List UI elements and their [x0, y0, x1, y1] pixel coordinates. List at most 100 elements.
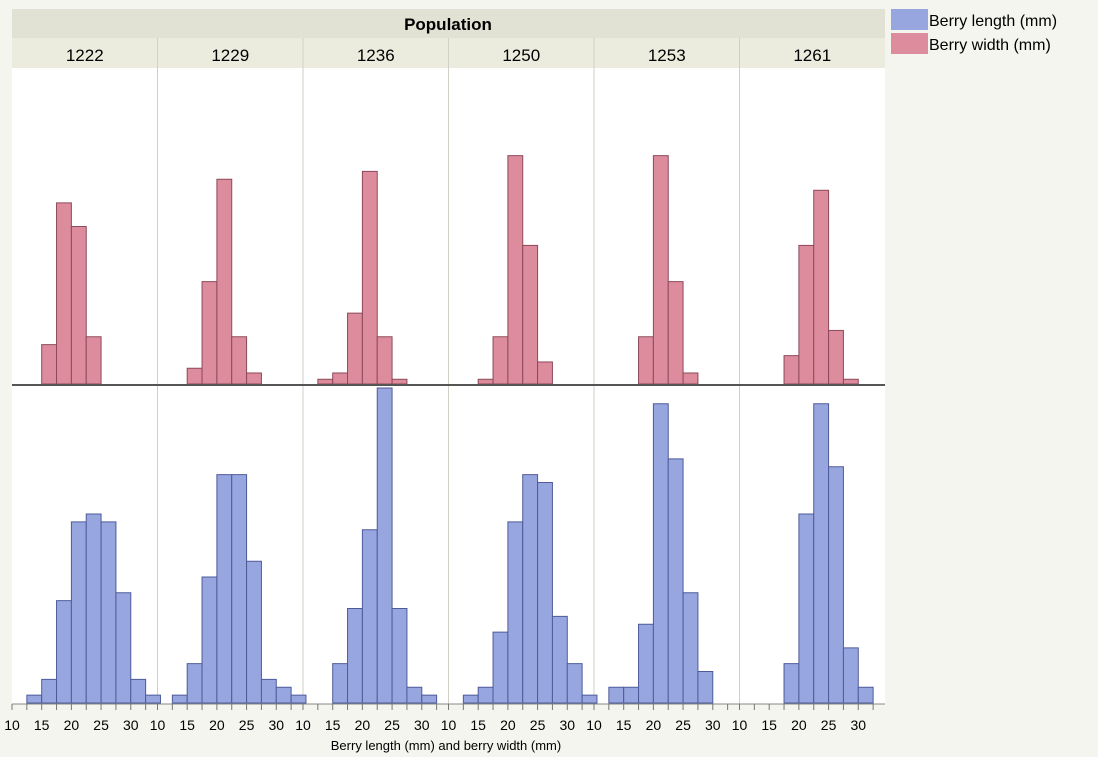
- bar-length-1236-bin-3: [361, 529, 378, 704]
- bar-width-1261-bin-5: [828, 329, 844, 385]
- x-tick-label: 10: [732, 717, 748, 733]
- legend: Berry length (mm) Berry width (mm): [891, 9, 1057, 54]
- panel-header-1250: 1250: [502, 46, 540, 65]
- bar-length-1261-bin-2: [783, 663, 800, 704]
- bar-width-1222-bin-2: [56, 202, 72, 385]
- bar-length-1250-bin-6: [551, 615, 568, 704]
- bar-length-1261-bin-6: [842, 647, 859, 704]
- bar-length-1250-bin-5: [537, 482, 553, 704]
- bar-length-1229-bin-1: [186, 663, 203, 704]
- x-tick-label: 25: [675, 717, 691, 733]
- bar-length-1250-bin-2: [492, 631, 509, 704]
- bar-length-1253-bin-1: [623, 686, 640, 704]
- bar-length-1253-bin-0: [608, 686, 625, 704]
- panel-header-1261: 1261: [793, 46, 831, 65]
- bar-length-1261-bin-5: [828, 466, 844, 704]
- bar-width-1250-bin-2: [492, 336, 509, 385]
- bar-length-1253-bin-2: [638, 623, 654, 704]
- bar-length-1253-bin-5: [682, 592, 699, 704]
- bar-length-1222-bin-6: [115, 592, 132, 704]
- x-tick-label: 20: [355, 717, 371, 733]
- bar-length-1250-bin-1: [477, 686, 494, 704]
- bar-width-1229-bin-3: [216, 178, 233, 385]
- bar-width-1229-bin-5: [246, 372, 262, 385]
- bar-width-1236-bin-3: [361, 170, 378, 385]
- bar-width-1236-bin-2: [347, 312, 363, 385]
- bar-length-1229-bin-0: [171, 694, 188, 704]
- x-tick-label: 15: [179, 717, 195, 733]
- bar-length-1250-bin-8: [581, 694, 598, 704]
- bar-width-1229-bin-4: [231, 336, 248, 385]
- legend-swatch-width: [891, 33, 928, 54]
- x-tick-label: 10: [586, 717, 602, 733]
- panel-header-1253: 1253: [648, 46, 686, 65]
- x-tick-label: 10: [150, 717, 166, 733]
- bar-length-1250-bin-3: [507, 521, 524, 704]
- x-tick-label: 20: [791, 717, 807, 733]
- population-header-band: [12, 9, 885, 38]
- x-tick-label: 25: [821, 717, 837, 733]
- bar-width-1236-bin-1: [332, 372, 349, 385]
- bar-width-1222-bin-1: [41, 344, 58, 385]
- bar-width-1261-bin-4: [813, 189, 830, 385]
- panel-dividers: [157, 38, 740, 704]
- x-tick-label: 25: [93, 717, 109, 733]
- bar-length-1236-bin-1: [332, 663, 349, 704]
- x-tick-label: 20: [500, 717, 516, 733]
- x-tick-label: 25: [384, 717, 400, 733]
- x-tick-label: 30: [705, 717, 721, 733]
- panel-header-1222: 1222: [66, 46, 104, 65]
- bar-length-1222-bin-2: [56, 600, 72, 704]
- x-tick-label: 15: [616, 717, 632, 733]
- panel-header-1236: 1236: [357, 46, 395, 65]
- bar-length-1229-bin-8: [290, 694, 307, 704]
- bar-width-1250-bin-3: [507, 155, 524, 385]
- bar-length-1236-bin-5: [391, 608, 408, 704]
- bar-width-1222-bin-3: [70, 226, 87, 385]
- bar-length-1261-bin-7: [857, 686, 874, 704]
- x-axis-label: Berry length (mm) and berry width (mm): [331, 738, 561, 753]
- x-tick-label: 30: [268, 717, 284, 733]
- bar-length-1229-bin-2: [201, 576, 218, 704]
- x-tick-label: 15: [470, 717, 486, 733]
- x-tick-label: 30: [123, 717, 139, 733]
- bar-length-1222-bin-0: [26, 694, 43, 704]
- x-tick-label: 10: [441, 717, 457, 733]
- histogram-bars: [26, 155, 874, 704]
- bar-length-1229-bin-6: [260, 678, 277, 704]
- bar-length-1250-bin-7: [566, 663, 583, 704]
- bar-length-1222-bin-1: [41, 678, 58, 704]
- bar-length-1250-bin-4: [522, 474, 539, 704]
- x-tick-label: 25: [530, 717, 546, 733]
- bar-length-1222-bin-5: [100, 521, 117, 704]
- bar-width-1261-bin-3: [798, 244, 815, 385]
- bar-width-1222-bin-4: [85, 336, 102, 385]
- x-tick-label: 15: [325, 717, 341, 733]
- bar-length-1253-bin-4: [667, 458, 684, 704]
- bar-width-1261-bin-2: [783, 355, 800, 385]
- legend-label-width: Berry width (mm): [929, 37, 1051, 54]
- bar-length-1222-bin-4: [85, 513, 102, 704]
- bar-width-1250-bin-1: [477, 378, 494, 385]
- bar-length-1222-bin-8: [145, 694, 161, 704]
- x-tick-label: 15: [34, 717, 50, 733]
- bar-length-1261-bin-4: [813, 403, 830, 704]
- bar-length-1229-bin-4: [231, 474, 248, 704]
- bar-length-1236-bin-7: [421, 694, 438, 704]
- x-axis-ticks: 10 15 20 25 30 10 15 20 25 30 10 15 20 25 30 10 15 20 25 30…: [4, 704, 874, 733]
- bar-width-1253-bin-5: [682, 372, 699, 385]
- bar-length-1250-bin-0: [462, 694, 479, 704]
- bar-length-1261-bin-3: [798, 513, 815, 704]
- bar-width-1250-bin-4: [522, 244, 539, 385]
- bar-width-1250-bin-5: [537, 361, 553, 385]
- bar-width-1229-bin-2: [201, 281, 218, 385]
- bar-length-1229-bin-5: [246, 560, 262, 704]
- bar-length-1253-bin-3: [652, 403, 669, 704]
- bar-width-1261-bin-6: [842, 378, 859, 385]
- chart-title: Population: [404, 15, 492, 34]
- bar-width-1229-bin-1: [186, 367, 203, 385]
- bar-width-1236-bin-0: [317, 378, 334, 385]
- bar-width-1253-bin-4: [667, 281, 684, 385]
- x-tick-label: 20: [64, 717, 80, 733]
